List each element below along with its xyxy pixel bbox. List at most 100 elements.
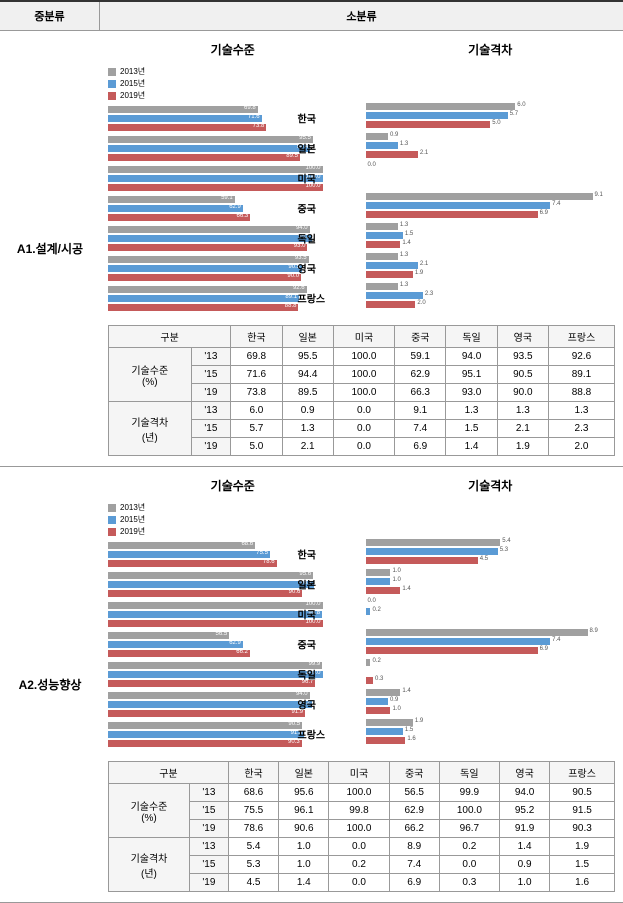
- bar: 95.1: [108, 235, 312, 242]
- th-country: 일본: [282, 326, 333, 348]
- data-cell: 99.8: [329, 802, 389, 820]
- bar-row: [366, 667, 616, 675]
- bar-row: 90.3: [108, 739, 323, 747]
- bar-row: 69.8: [108, 105, 323, 113]
- bar-row: [366, 171, 616, 179]
- data-cell: 78.6: [228, 820, 278, 838]
- bar: 75.5: [108, 551, 270, 558]
- bar-value: 62.9: [229, 640, 241, 646]
- data-cell: 93.0: [446, 384, 497, 402]
- bar-row: 2.0: [366, 300, 616, 308]
- bar-row: 8.9: [366, 628, 616, 636]
- bar-value: 89.5: [286, 153, 298, 159]
- bar: 91.9: [108, 710, 305, 717]
- data-cell: 1.0: [279, 856, 329, 874]
- year-cell: '15: [191, 366, 231, 384]
- data-cell: 62.9: [389, 802, 439, 820]
- bar: 99.8: [108, 611, 322, 618]
- data-cell: 2.1: [282, 438, 333, 456]
- bar-value: 4.5: [480, 556, 488, 562]
- th-country: 영국: [499, 762, 549, 784]
- data-cell: 100.0: [329, 820, 389, 838]
- bar: 7.4: [366, 202, 551, 209]
- section-content: 기술수준2013년2015년2019년69.871.673.8한국95.594.…: [100, 31, 623, 466]
- bar: 100.0: [108, 166, 323, 173]
- bar-value: 5.7: [510, 111, 518, 117]
- bar-value: 68.6: [241, 541, 253, 547]
- data-cell: 0.2: [329, 856, 389, 874]
- country-label: 프랑스: [298, 727, 328, 742]
- bar-row: 95.2: [108, 700, 323, 708]
- data-cell: 1.9: [550, 838, 615, 856]
- country-group: 69.871.673.8한국: [108, 105, 323, 131]
- bar-row: 6.0: [366, 102, 616, 110]
- th-country: 일본: [279, 762, 329, 784]
- bar-value: 0.0: [368, 598, 376, 604]
- data-cell: 8.9: [389, 838, 439, 856]
- country-group: 95.594.489.5일본: [108, 135, 323, 161]
- bar: 94.0: [108, 692, 310, 699]
- bar-row: [366, 616, 616, 624]
- data-cell: 2.3: [548, 420, 614, 438]
- bar: 96.1: [108, 581, 314, 588]
- data-table: 구분한국일본미국중국독일영국프랑스기술수준(%)'1369.895.5100.0…: [108, 325, 615, 456]
- country-group: 100.099.8100.0미국: [108, 601, 323, 627]
- legend-swatch: [108, 92, 116, 100]
- bar-row: 91.9: [108, 709, 323, 717]
- bar-row: 56.5: [108, 631, 323, 639]
- bar-row: 73.8: [108, 123, 323, 131]
- bar: 66.2: [108, 650, 250, 657]
- level-bars: 69.871.673.8한국95.594.489.5일본100.0100.010…: [108, 105, 358, 311]
- bar: 2.0: [366, 301, 416, 308]
- legend-label: 2013년: [120, 66, 145, 77]
- legend-label: 2019년: [120, 526, 145, 537]
- country-label: 중국: [298, 637, 328, 652]
- data-cell: 1.0: [499, 874, 549, 892]
- bar-row: 0.9: [366, 697, 616, 705]
- level-bars: 68.675.578.6한국95.696.190.6일본100.099.8100…: [108, 541, 358, 747]
- country-label: 중국: [298, 201, 328, 216]
- country-group: 5.45.34.5: [366, 538, 616, 564]
- section-label: A2.성능향상: [0, 467, 100, 902]
- data-cell: 90.3: [550, 820, 615, 838]
- bar: 1.3: [366, 253, 398, 260]
- country-group: 94.095.291.9영국: [108, 691, 323, 717]
- data-cell: 1.4: [279, 874, 329, 892]
- bar: 5.7: [366, 112, 508, 119]
- th-gubun: 구분: [109, 326, 231, 348]
- country-group: 92.689.188.8프랑스: [108, 285, 323, 311]
- bar-row: 88.8: [108, 303, 323, 311]
- bar-row: 5.3: [366, 547, 616, 555]
- bar: 1.0: [366, 578, 391, 585]
- bar: 1.9: [366, 719, 413, 726]
- bar-value: 1.0: [392, 577, 400, 583]
- data-cell: 2.0: [548, 438, 614, 456]
- data-cell: 7.4: [389, 856, 439, 874]
- th-country: 영국: [497, 326, 548, 348]
- bar-value: 8.9: [590, 628, 598, 634]
- country-group: 99.9100.096.7독일: [108, 661, 323, 687]
- bar: 1.4: [366, 689, 401, 696]
- data-cell: 0.2: [439, 838, 499, 856]
- country-group: 68.675.578.6한국: [108, 541, 323, 567]
- bar-value: 2.1: [420, 150, 428, 156]
- bar-value: 1.4: [402, 688, 410, 694]
- country-group: 90.591.590.3프랑스: [108, 721, 323, 747]
- country-group: 0.20.3: [366, 658, 616, 684]
- bar-row: 9.1: [366, 192, 616, 200]
- gap-chart: 기술격차5.45.34.51.01.01.40.00.28.97.46.90.2…: [366, 477, 616, 751]
- bar-value: 0.2: [372, 658, 380, 664]
- data-cell: 100.0: [333, 348, 394, 366]
- country-group: 1.32.11.9: [366, 252, 616, 278]
- bar-row: 4.5: [366, 556, 616, 564]
- bar-row: 66.2: [108, 649, 323, 657]
- bar-row: 1.0: [366, 577, 616, 585]
- legend-item: 2015년: [108, 78, 358, 89]
- bar: 0.2: [366, 608, 371, 615]
- bar-row: 0.9: [366, 132, 616, 140]
- legend-label: 2015년: [120, 78, 145, 89]
- bar-row: 93.0: [108, 243, 323, 251]
- bar-value: 1.3: [400, 252, 408, 258]
- chart-area: 기술수준2013년2015년2019년68.675.578.6한국95.696.…: [108, 477, 615, 751]
- legend-label: 2013년: [120, 502, 145, 513]
